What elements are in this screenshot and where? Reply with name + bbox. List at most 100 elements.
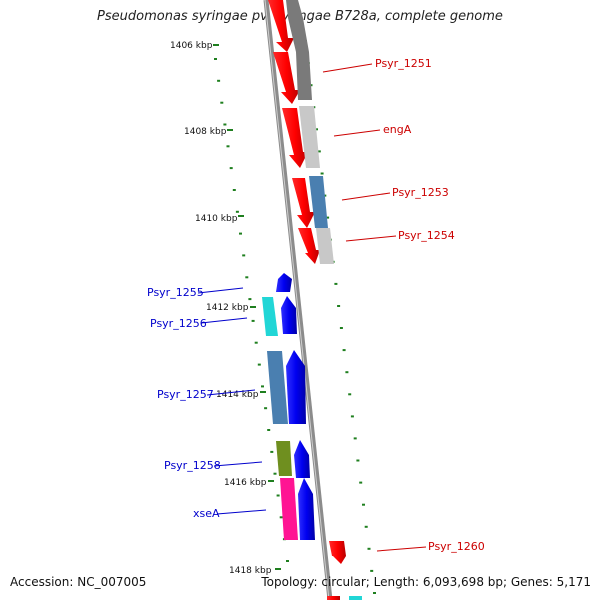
gc-dot <box>364 525 368 528</box>
gc-dot <box>362 503 365 506</box>
cog-block-cyan <box>262 297 278 336</box>
gc-dot <box>334 282 338 285</box>
gene-label-psyr-1256[interactable]: Psyr_1256 <box>150 317 207 330</box>
cog-block-light-grey <box>316 228 334 264</box>
gc-dot <box>226 145 230 148</box>
gene-arrow-psyr-1260[interactable] <box>329 541 346 564</box>
gc-dot <box>350 415 354 418</box>
gene-label-xseA[interactable]: xseA <box>193 507 220 520</box>
gc-dot <box>320 172 324 175</box>
gc-dot <box>353 437 357 440</box>
gc-dot <box>248 298 252 301</box>
gc-dot <box>345 371 349 374</box>
gc-dot <box>251 319 255 322</box>
ruler-label: 1406 kbp <box>170 41 213 51</box>
gc-dot <box>239 232 242 235</box>
ruler-tick <box>260 391 266 393</box>
cog-block-cyan <box>349 596 362 600</box>
gene-labels: Psyr_1251 engA Psyr_1253 Psyr_1254 Psyr_… <box>147 57 485 553</box>
leader-psyr-1251 <box>322 63 373 73</box>
ruler-tick <box>227 129 233 131</box>
cog-block-grey <box>286 0 312 100</box>
gene-arrow-psyr-1257[interactable] <box>286 350 306 424</box>
genome-backbone-highlight <box>264 0 330 600</box>
leader-engA <box>333 129 381 137</box>
gc-dot <box>223 123 227 126</box>
gc-dot <box>326 216 330 219</box>
gc-dot <box>337 305 341 307</box>
gc-dot <box>342 349 346 352</box>
gc-dot <box>370 569 374 572</box>
leader-psyr-1258 <box>213 461 263 467</box>
gene-label-psyr-1254[interactable]: Psyr_1254 <box>398 229 455 242</box>
gene-label-psyr-1253[interactable]: Psyr_1253 <box>392 186 449 199</box>
gc-dot <box>317 150 321 153</box>
cog-block-steel-blue <box>267 351 288 424</box>
cog-block-olive <box>276 441 292 476</box>
gc-dot <box>359 481 363 484</box>
ruler-tick <box>213 44 219 46</box>
gene-label-psyr-1255[interactable]: Psyr_1255 <box>147 286 204 299</box>
gene-arrow-psyr-1254[interactable] <box>298 228 320 264</box>
cog-block-steel-blue <box>309 176 328 228</box>
gene-label-psyr-1260[interactable]: Psyr_1260 <box>428 540 485 553</box>
ruler-label: 1416 kbp <box>224 478 267 488</box>
accession-text: Accession: NC_007005 <box>10 575 147 589</box>
cog-color-track-left <box>262 297 298 540</box>
cog-block-light-grey <box>299 106 320 168</box>
ruler-label: 1410 kbp <box>195 214 238 224</box>
ruler-label: 1414 kbp <box>216 390 259 400</box>
gc-dot <box>339 327 343 329</box>
gc-dot <box>232 189 236 191</box>
gc-dot <box>373 592 376 594</box>
gc-dot <box>276 494 280 497</box>
gc-dot <box>257 363 261 366</box>
label-leaders <box>197 63 427 552</box>
gc-dot <box>242 254 246 257</box>
ruler-tick <box>268 480 274 482</box>
leader-psyr-1257 <box>206 389 256 396</box>
genome-summary-text: Topology: circular; Length: 6,093,698 bp… <box>261 575 591 589</box>
gene-label-psyr-1258[interactable]: Psyr_1258 <box>164 459 221 472</box>
gene-arrow-psyr-1253[interactable] <box>292 178 315 228</box>
gc-dot <box>267 429 271 431</box>
gene-arrow-psyr-1255[interactable] <box>276 273 292 292</box>
cog-color-track <box>286 0 362 600</box>
leader-psyr-1260 <box>376 546 427 552</box>
gc-dot <box>245 276 249 279</box>
leader-xseA <box>216 509 267 515</box>
ruler-label: 1412 kbp <box>206 303 249 313</box>
gene-arrow-psyr-1251[interactable] <box>273 52 300 104</box>
gene-label-engA[interactable]: engA <box>383 123 412 136</box>
gene-arrow-psyr-1261[interactable] <box>327 596 340 600</box>
ruler-tick <box>238 215 244 217</box>
reverse-strand-genes <box>276 273 315 540</box>
leader-psyr-1253 <box>341 192 391 201</box>
ruler-label: 1408 kbp <box>184 127 227 137</box>
genome-backbone <box>263 0 333 600</box>
ruler-label: 1418 kbp <box>229 566 272 576</box>
gc-dot <box>254 341 258 344</box>
gc-dot <box>214 58 217 60</box>
gene-arrow-psyr-1250[interactable] <box>268 0 294 52</box>
gc-dot <box>367 547 371 550</box>
gc-dot <box>315 128 318 131</box>
gc-dot <box>264 407 268 410</box>
gene-arrow-engA[interactable] <box>282 108 308 168</box>
gc-dot <box>273 472 277 475</box>
gc-dot <box>279 516 283 519</box>
ruler-tick <box>250 306 256 308</box>
gene-arrow-xseA[interactable] <box>298 478 315 540</box>
cog-block-magenta <box>280 478 298 540</box>
gene-label-psyr-1251[interactable]: Psyr_1251 <box>375 57 432 70</box>
gene-label-psyr-1257[interactable]: Psyr_1257 <box>157 388 214 401</box>
gc-dot <box>356 459 360 462</box>
gene-arrow-psyr-1258[interactable] <box>294 440 310 478</box>
ruler-tick <box>275 568 281 570</box>
gc-dot <box>286 560 289 562</box>
leader-psyr-1256 <box>200 317 248 324</box>
gc-dot <box>235 210 239 213</box>
gc-dot <box>217 79 221 82</box>
gene-arrow-psyr-1256[interactable] <box>281 296 297 334</box>
